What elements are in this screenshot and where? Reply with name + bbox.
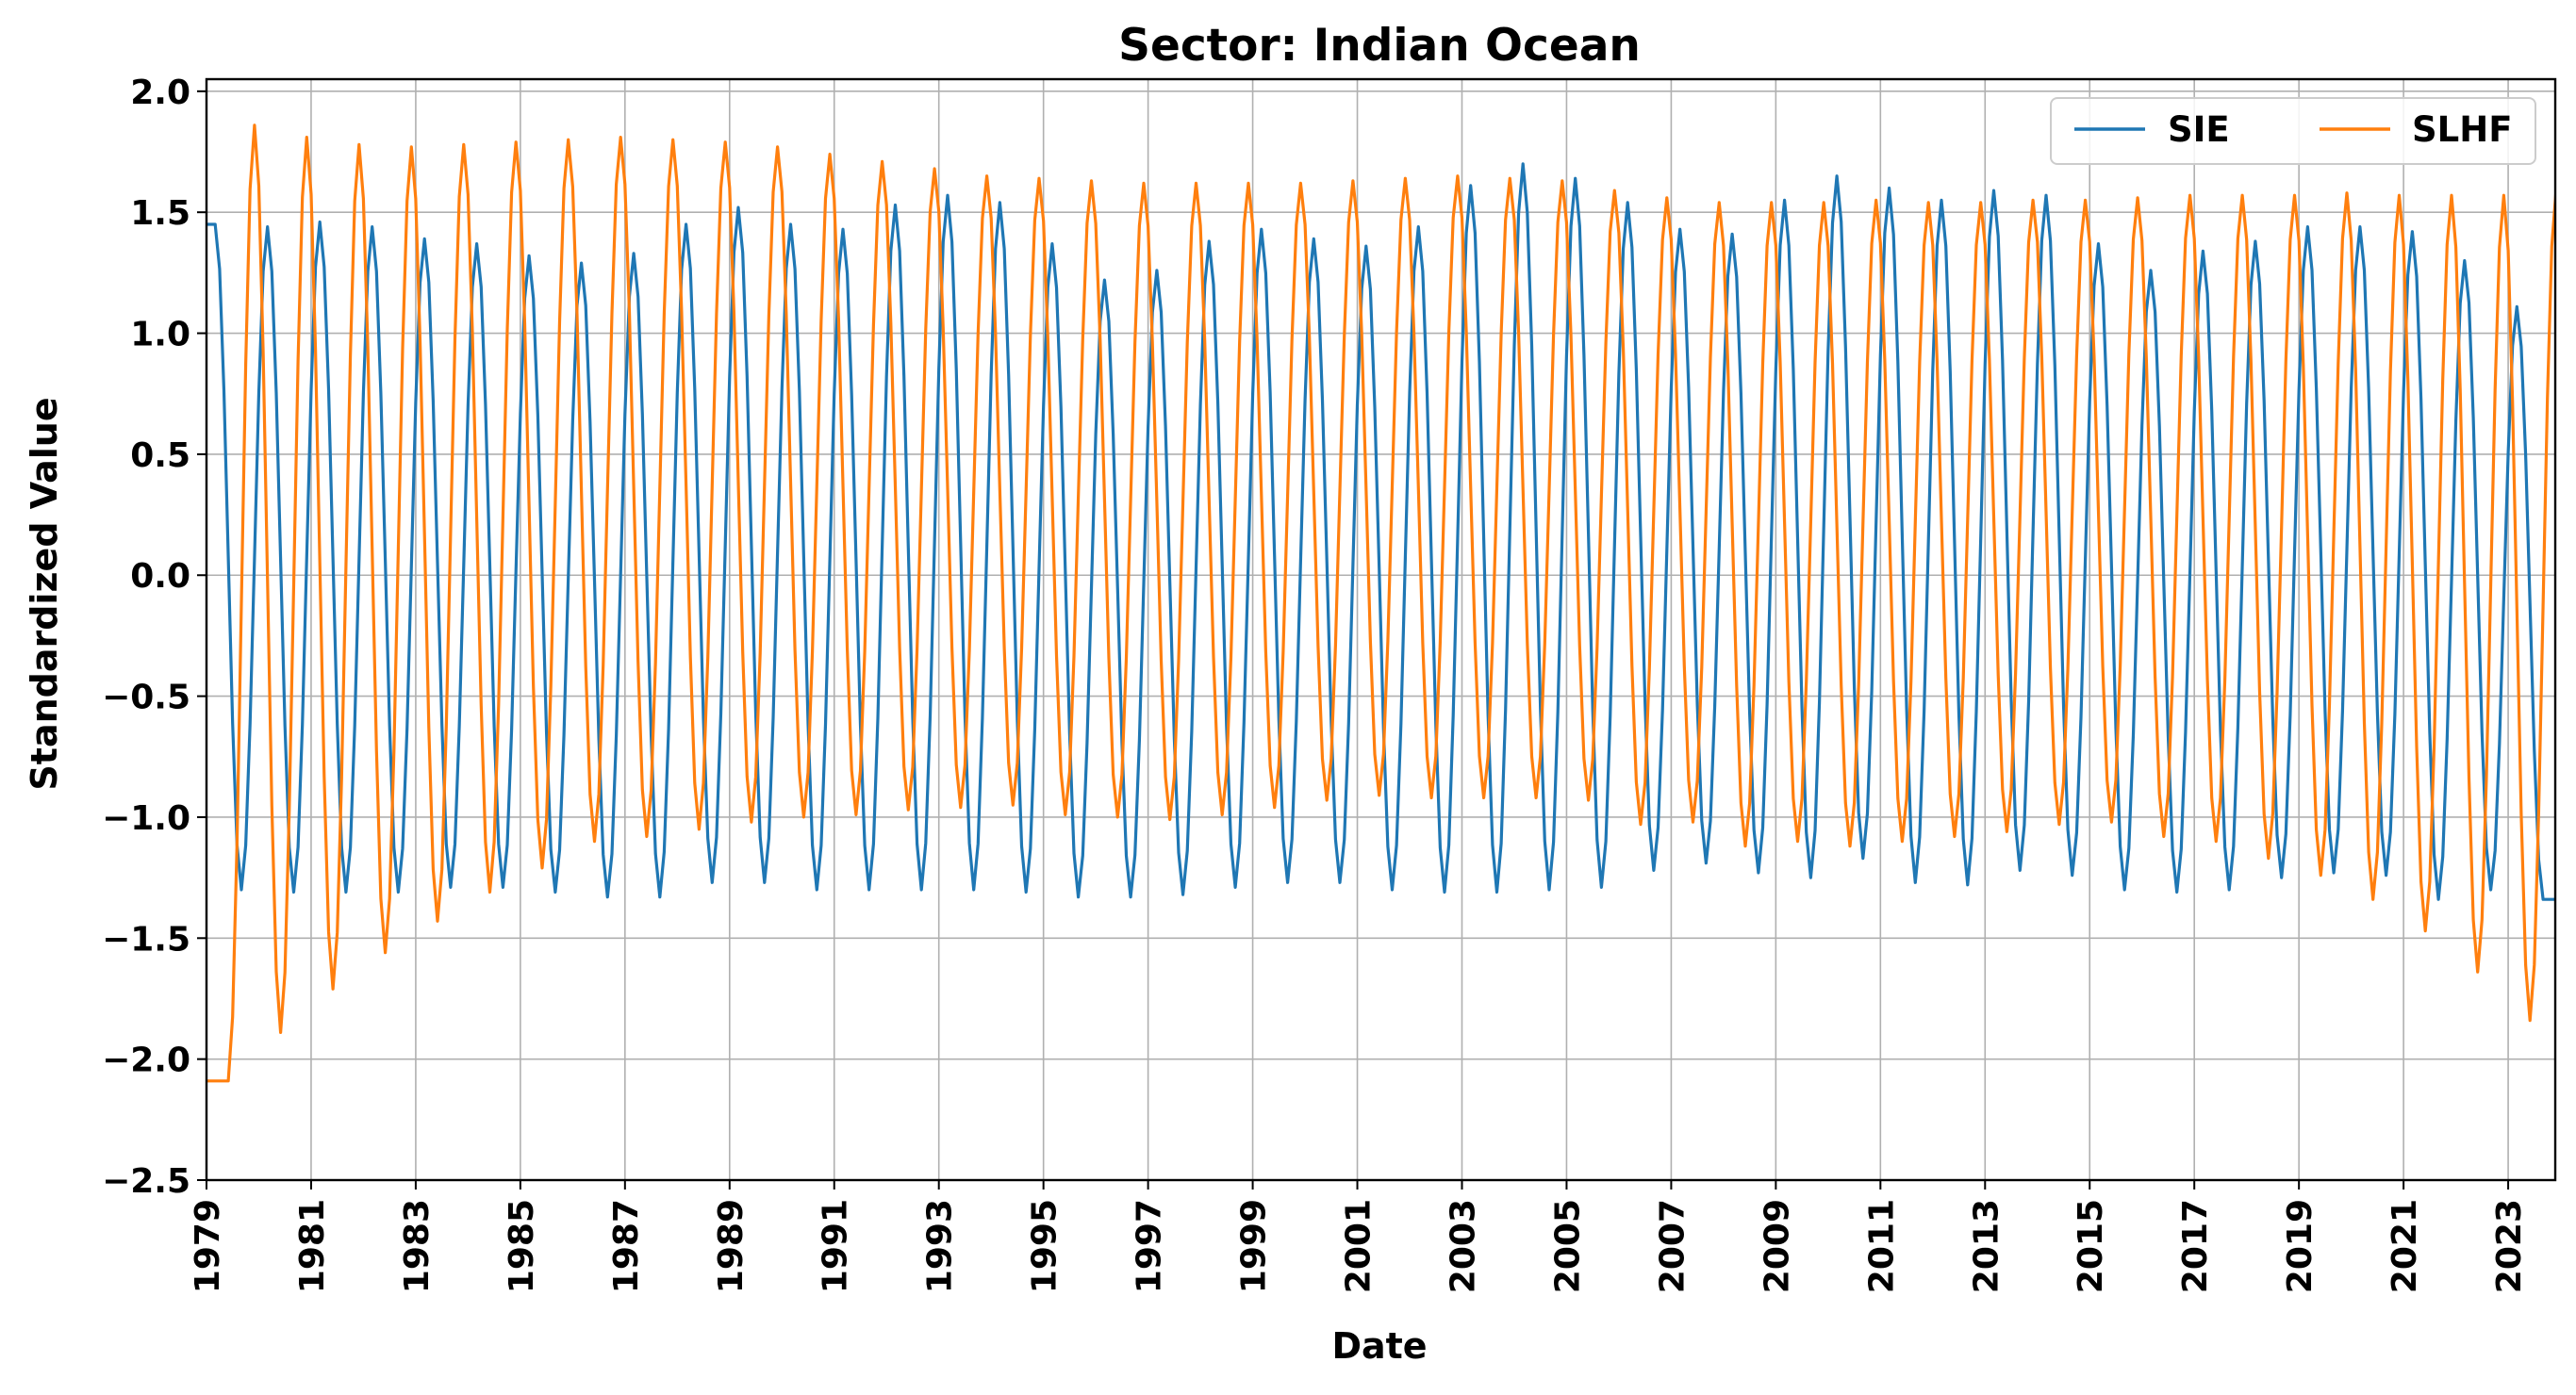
y-tick-label: −0.5 xyxy=(102,679,190,717)
x-tick-label: 1987 xyxy=(607,1199,646,1293)
legend-label-sie: SIE xyxy=(2168,109,2230,150)
x-tick-label: 1995 xyxy=(1026,1199,1065,1293)
series-line-slhf xyxy=(206,123,2555,1083)
y-tick-label: −1.5 xyxy=(102,920,190,959)
x-axis-label: Date xyxy=(1331,1325,1427,1367)
x-tick-label: 2005 xyxy=(1548,1199,1587,1293)
y-tick-label: −1.0 xyxy=(102,799,190,838)
legend-box xyxy=(2050,97,2536,165)
x-tick-label: 1981 xyxy=(293,1199,332,1293)
x-tick-label: 1979 xyxy=(189,1199,227,1293)
chart-title: Sector: Indian Ocean xyxy=(1118,20,1641,72)
x-tick-label: 2023 xyxy=(2490,1199,2529,1293)
y-tick-label: 1.0 xyxy=(130,316,190,354)
x-tick-label: 2001 xyxy=(1340,1199,1379,1293)
y-axis-label: Standardized Value xyxy=(24,397,65,790)
series-line-sie xyxy=(206,162,2555,901)
x-tick-label: 2019 xyxy=(2281,1199,2320,1293)
x-tick-label: 2021 xyxy=(2386,1199,2424,1293)
x-tick-label: 2011 xyxy=(1862,1199,1901,1293)
x-tick-label: 1985 xyxy=(503,1199,541,1293)
legend-label-slhf: SLHF xyxy=(2412,109,2512,150)
x-tick-label: 1989 xyxy=(712,1199,751,1293)
y-tick-label: −2.0 xyxy=(102,1042,190,1080)
x-tick-label: 1997 xyxy=(1131,1199,1169,1293)
legend: SIE SLHF xyxy=(2050,97,2536,165)
axis-ticks: 1979 1981 1983 1985 1987 1989 1991 1993 1995 1997… xyxy=(102,74,2529,1293)
x-tick-label: 2015 xyxy=(2072,1199,2110,1293)
x-tick-label: 2017 xyxy=(2176,1199,2215,1293)
y-tick-label: 0.5 xyxy=(130,436,190,475)
x-tick-label: 2009 xyxy=(1758,1199,1796,1293)
series-lines xyxy=(206,123,2555,1083)
x-tick-label: 1999 xyxy=(1235,1199,1274,1293)
x-tick-label: 1991 xyxy=(817,1199,855,1293)
y-tick-label: 2.0 xyxy=(130,74,190,112)
x-tick-label: 2013 xyxy=(1967,1199,2006,1293)
x-tick-label: 2007 xyxy=(1653,1199,1692,1293)
x-tick-label: 1983 xyxy=(398,1199,437,1293)
plot-frame xyxy=(205,77,2557,1182)
y-tick-label: 1.5 xyxy=(130,194,190,233)
x-tick-label: 2003 xyxy=(1444,1199,1482,1293)
y-tick-label: 0.0 xyxy=(130,557,190,596)
y-tick-label: −2.5 xyxy=(102,1162,190,1201)
x-tick-label: 1993 xyxy=(921,1199,960,1293)
